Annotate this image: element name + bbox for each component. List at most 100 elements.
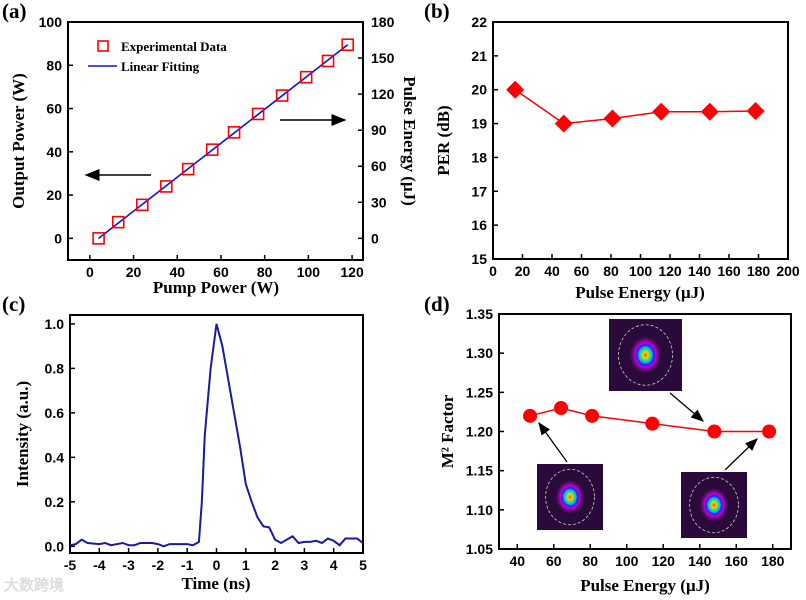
- data-point: [321, 54, 335, 68]
- x-tick-label: 180: [761, 553, 785, 569]
- x-tick-label: -2: [152, 557, 165, 573]
- y-tick-label: 0.0: [45, 538, 65, 554]
- x-tick-label: 4: [330, 557, 338, 573]
- y-tick-label: 0.8: [45, 360, 65, 376]
- y-tick-label: 40: [46, 144, 62, 160]
- x-tick-label: 120: [652, 553, 676, 569]
- data-point: [506, 80, 525, 99]
- y-tick-label: 16: [471, 217, 487, 233]
- data-point: [707, 424, 722, 439]
- x-tick-label: 120: [658, 263, 682, 279]
- x-tick-label: 60: [213, 264, 229, 280]
- y-tick-label: 20: [46, 187, 62, 203]
- x-tick-label: 60: [574, 263, 590, 279]
- annotation-arrow: [669, 392, 704, 422]
- data-point: [554, 401, 569, 415]
- x-tick-label: 0: [489, 263, 497, 279]
- y-axis-title: Output Power (W): [9, 73, 28, 209]
- series-line: [514, 89, 756, 125]
- x-tick-label: 40: [169, 264, 185, 280]
- x-tick-label: 40: [509, 553, 525, 569]
- y-tick-label: 0: [54, 230, 62, 246]
- y2-tick-label: 60: [371, 158, 387, 174]
- y2-tick-label: 30: [371, 194, 387, 210]
- y-tick-label: 60: [46, 101, 62, 117]
- x-tick-label: -3: [122, 557, 135, 573]
- x-tick-label: 100: [615, 553, 639, 569]
- x-tick-label: 60: [546, 553, 562, 569]
- y2-tick-label: 180: [371, 14, 395, 30]
- annotation-arrow: [538, 421, 568, 463]
- y-tick-label: 19: [471, 116, 487, 132]
- y-tick-label: 1.10: [466, 502, 493, 518]
- x-tick-label: 0: [86, 264, 94, 280]
- beam-spot: [629, 336, 662, 374]
- panel-label: (d): [424, 292, 450, 316]
- x-axis-title: Pulse Energy (μJ): [580, 576, 710, 595]
- panel-label: (b): [424, 0, 450, 23]
- x-tick-label: 120: [340, 264, 364, 280]
- data-point: [603, 109, 622, 128]
- y-axis-title: M² Factor: [438, 394, 457, 468]
- panel-label: (a): [2, 0, 27, 23]
- y-tick-label: 1.15: [466, 463, 493, 479]
- x-axis-title: Pump Power (W): [153, 278, 279, 297]
- data-point: [111, 215, 125, 229]
- x-tick-label: 80: [257, 264, 273, 280]
- data-point: [135, 198, 149, 212]
- y-tick-label: 21: [471, 48, 487, 64]
- data-point: [652, 102, 671, 121]
- y2-tick-label: 0: [371, 230, 379, 246]
- y-tick-label: 20: [471, 82, 487, 98]
- x-tick-label: 140: [688, 263, 712, 279]
- plot-frame: [69, 314, 364, 554]
- y-tick-label: 100: [39, 14, 63, 30]
- x-axis-title: Pulse Energy (μJ): [575, 283, 705, 302]
- y2-tick-label: 150: [371, 50, 395, 66]
- data-point: [746, 102, 765, 121]
- y-tick-label: 18: [471, 149, 487, 165]
- x-tick-label: 100: [297, 264, 321, 280]
- x-tick-label: 80: [603, 263, 619, 279]
- x-tick-label: 0: [213, 557, 221, 573]
- x-tick-label: 100: [629, 263, 653, 279]
- beam-ellipse: [618, 324, 673, 386]
- y-tick-label: 1.20: [466, 424, 493, 440]
- data-point: [299, 70, 313, 84]
- y-axis-title: PER (dB): [434, 105, 453, 175]
- beam-spot: [555, 479, 585, 515]
- x-tick-label: 160: [717, 263, 741, 279]
- y-tick-label: 0.4: [45, 449, 65, 465]
- beam-ellipse: [689, 476, 739, 534]
- y-axis-title: Intensity (a.u.): [13, 381, 32, 487]
- x-tick-label: 20: [126, 264, 142, 280]
- x-tick-label: 180: [747, 263, 771, 279]
- data-point: [523, 408, 538, 423]
- x-tick-label: 1: [242, 557, 250, 573]
- x-tick-label: 200: [776, 263, 800, 279]
- series-line: [69, 323, 364, 548]
- y2-axis-title: Pulse Energy (μJ): [400, 76, 419, 206]
- data-point: [762, 424, 777, 439]
- x-tick-label: 160: [725, 553, 749, 569]
- y-tick-label: 80: [46, 57, 62, 73]
- x-tick-label: 20: [515, 263, 531, 279]
- linear-fit-line: [98, 44, 349, 239]
- y-tick-label: 17: [471, 183, 487, 199]
- x-tick-label: 140: [688, 553, 712, 569]
- data-point: [251, 107, 265, 121]
- x-tick-label: -1: [181, 557, 194, 573]
- y-tick-label: 1.0: [45, 316, 65, 332]
- x-tick-label: 40: [544, 263, 560, 279]
- y-tick-label: 22: [471, 14, 487, 30]
- data-point: [275, 89, 289, 102]
- x-tick-label: 80: [582, 553, 598, 569]
- data-point: [554, 114, 573, 133]
- y-tick-label: 1.30: [466, 345, 493, 361]
- y2-tick-label: 120: [371, 86, 395, 102]
- panel-label: (c): [2, 292, 25, 316]
- y-tick-label: 1.25: [466, 384, 493, 400]
- x-tick-label: 5: [359, 557, 367, 573]
- beam-ellipse: [545, 468, 595, 526]
- y-tick-label: 15: [471, 251, 487, 267]
